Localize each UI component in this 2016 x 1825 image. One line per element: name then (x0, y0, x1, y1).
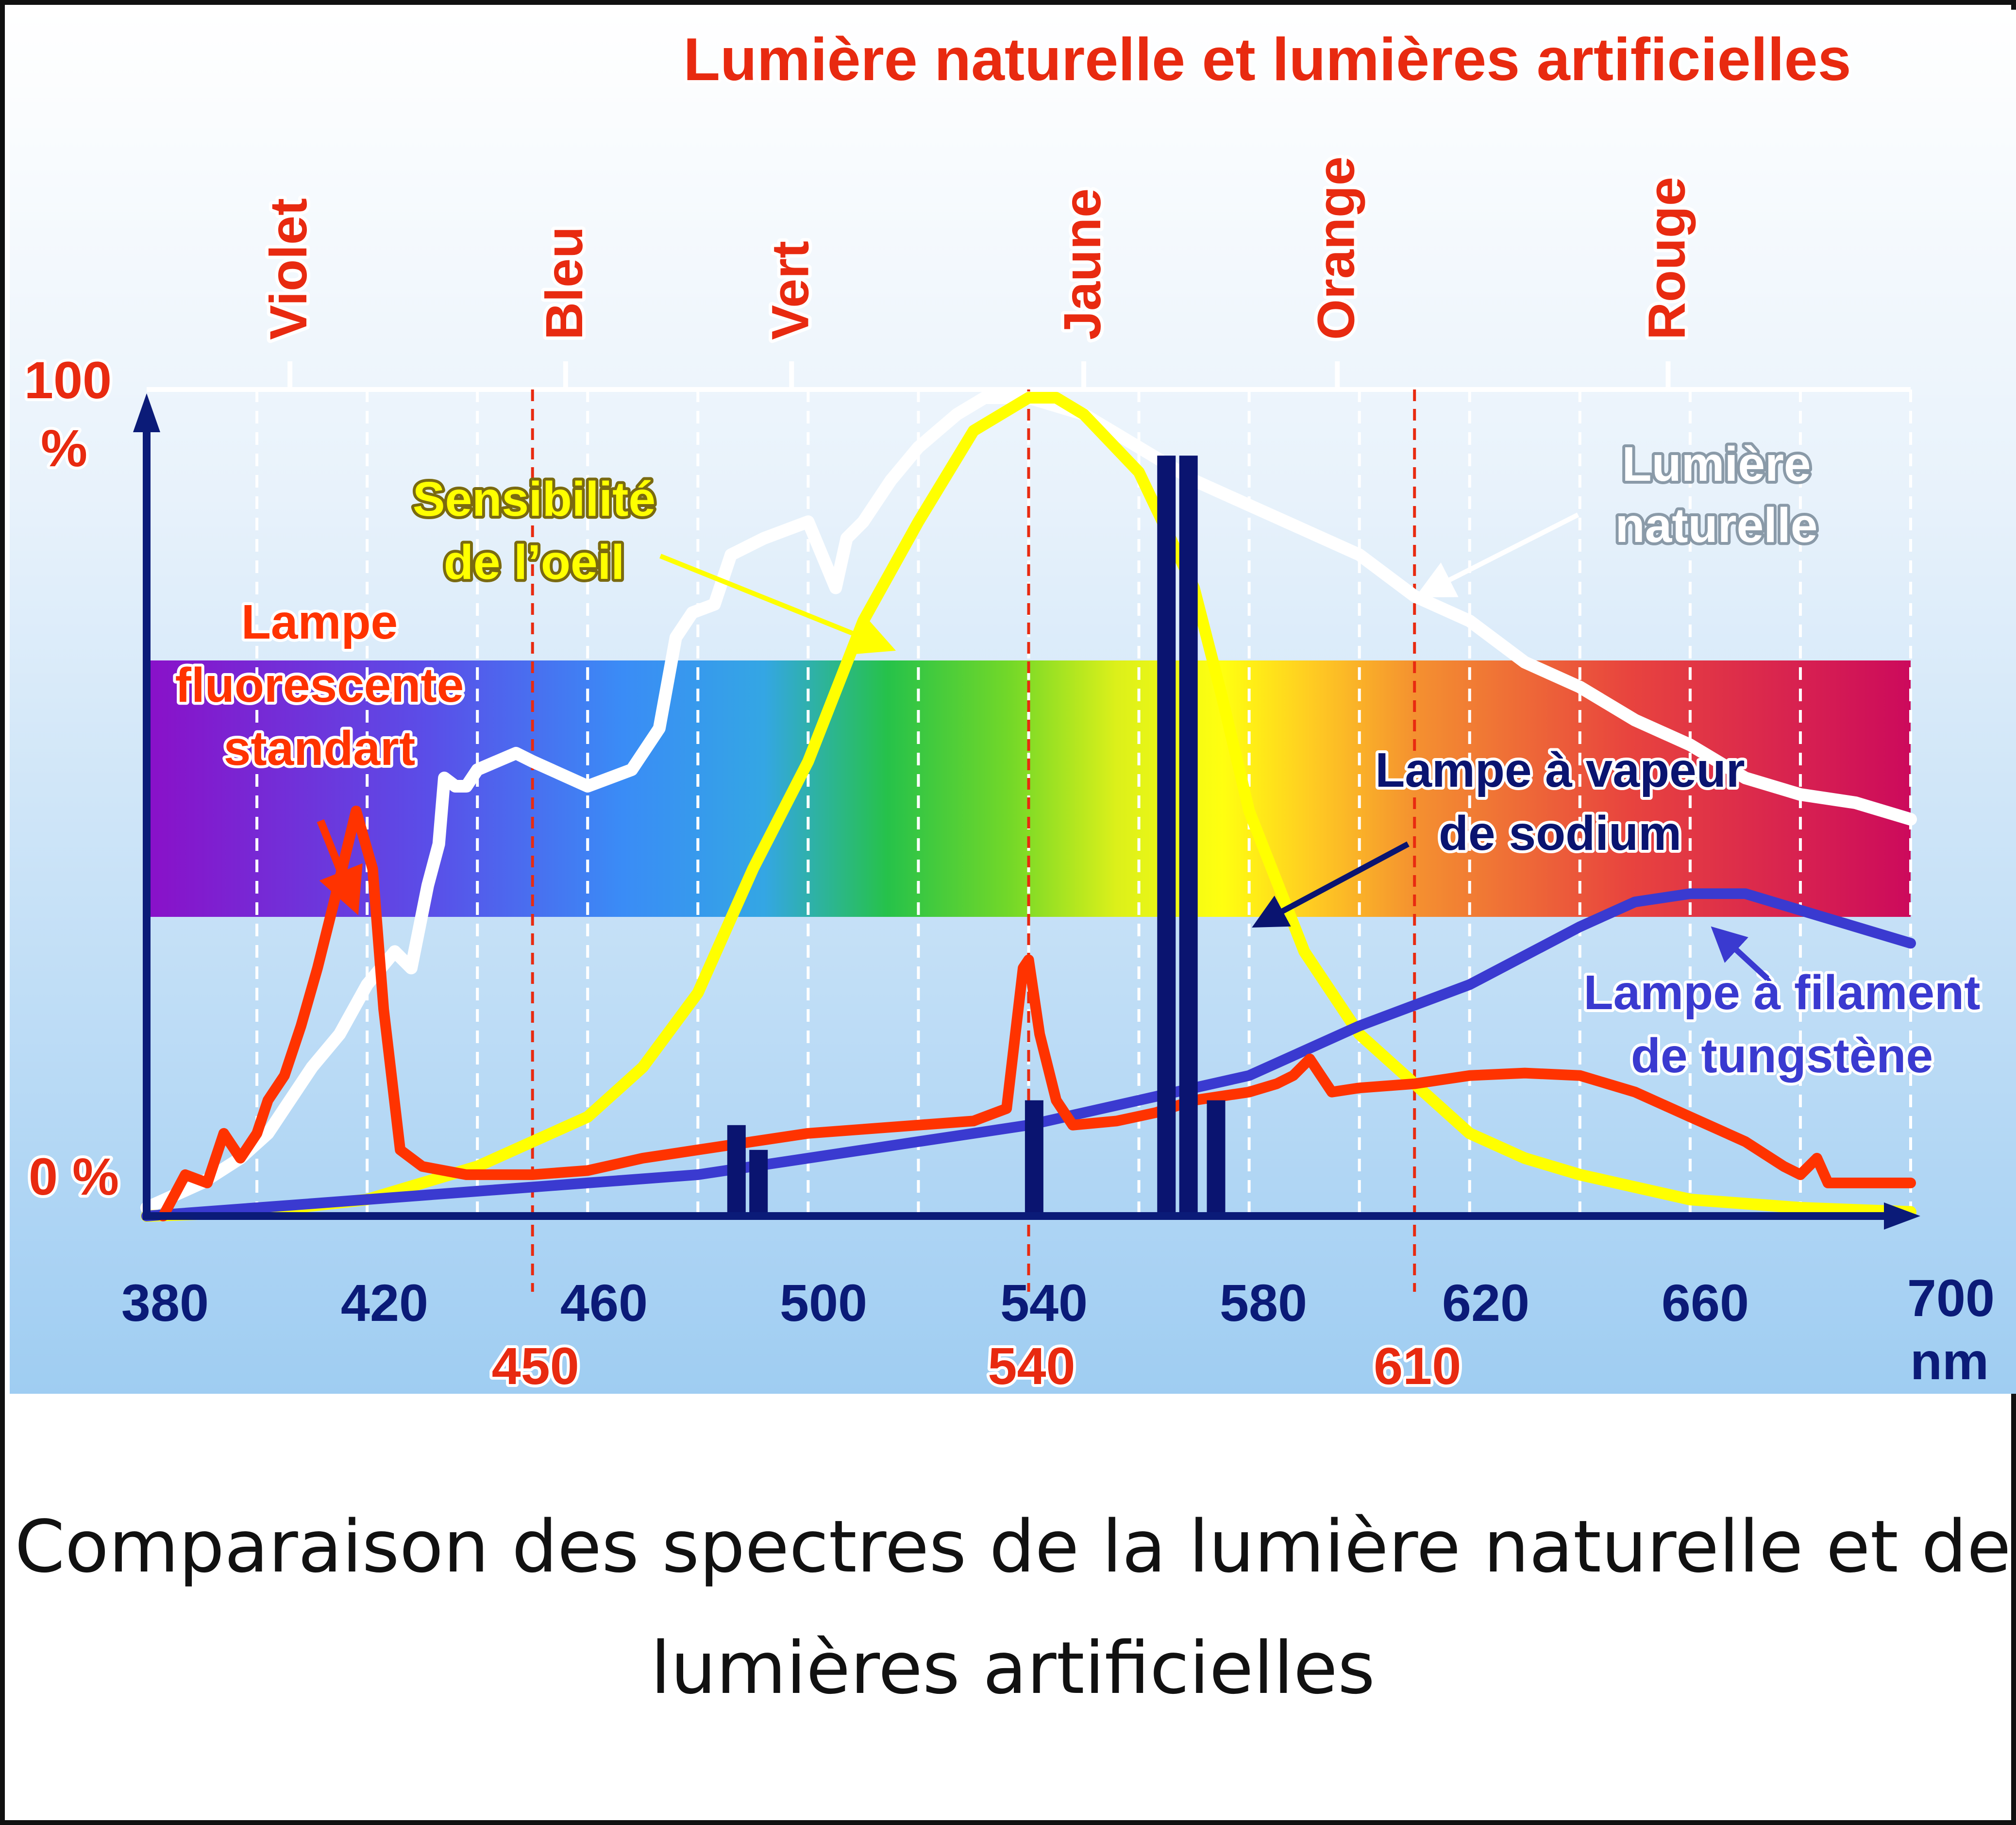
sodium-emission-bar (1157, 456, 1176, 1217)
y-tick-unit-top: % (41, 419, 87, 477)
sodium-emission-bar (1207, 1100, 1226, 1216)
fluorescent-lamp-arrow (317, 819, 363, 915)
x-tick-label: 500 (780, 1273, 867, 1332)
tungsten-lamp-arrow (1711, 926, 1770, 981)
x-tick-label: 380 (121, 1273, 209, 1332)
color-name-label: Jaune (1053, 188, 1111, 340)
sodium-lamp-label: de sodium (1439, 806, 1681, 861)
fluorescent-lamp-label: Lampe (241, 595, 398, 649)
daylight-label: naturelle (1615, 498, 1818, 553)
x-unit-label: nm (1910, 1332, 1989, 1390)
sodium-emission-bar (1179, 456, 1198, 1217)
color-name-label: Rouge (1637, 177, 1696, 340)
caption-line-1: Comparaison des spectres de la lumière n… (15, 1505, 2011, 1588)
eye-sensitivity-line (141, 392, 1916, 1222)
figure-caption: Comparaison des spectres de la lumière n… (10, 1394, 2016, 1821)
x-axis-arrow (1884, 1202, 1920, 1230)
sodium-emission-bar (727, 1125, 746, 1216)
color-name-label: Violet (259, 198, 318, 340)
boundary-tick-label: 610 (1374, 1336, 1461, 1394)
x-tick-label: 540 (1000, 1273, 1088, 1332)
eye-sensitivity-label: Sensibilité (413, 472, 655, 526)
caption-line-2: lumières artificielles (651, 1626, 1375, 1710)
x-tick-label: 660 (1662, 1273, 1749, 1332)
sodium-emission-bar (749, 1149, 768, 1216)
boundary-tick-label: 450 (492, 1336, 579, 1394)
tungsten-lamp-label: Lampe à filament (1584, 965, 1981, 1020)
boundary-tick-label: 540 (988, 1336, 1075, 1394)
sodium-emission-bar (1025, 1100, 1043, 1216)
tungsten-lamp-label: de tungstène (1631, 1029, 1933, 1083)
daylight-line (140, 391, 1917, 1214)
color-name-label: Orange (1306, 156, 1365, 340)
daylight-label: Lumière (1622, 437, 1811, 491)
fluorescent-lamp-label: standart (224, 721, 416, 776)
color-name-label: Bleu (535, 226, 593, 340)
x-tick-label: 580 (1220, 1273, 1307, 1332)
sodium-lamp-arrow (1252, 841, 1410, 928)
chart-title: Lumière naturelle et lumières artificiel… (683, 26, 1851, 93)
eye-sensitivity-arrow (659, 554, 896, 655)
eye-sensitivity-label: de l’oeil (444, 535, 624, 590)
color-name-label: Vert (760, 241, 819, 340)
daylight-arrow (1415, 512, 1579, 598)
x-tick-label: 620 (1442, 1273, 1529, 1332)
y-tick-label-top: 100 (24, 351, 112, 409)
sodium-lamp-label: Lampe à vapeur (1375, 743, 1745, 797)
fluorescent-lamp-label: fluorescente (175, 658, 464, 712)
x-tick-label: 420 (341, 1273, 428, 1332)
x-tick-label: 460 (560, 1273, 648, 1332)
y-tick-label-bottom: 0 % (29, 1147, 119, 1206)
fluorescent-lamp-line (158, 806, 1916, 1221)
x-tick-label: 700 (1907, 1268, 1995, 1327)
y-axis-arrow (133, 393, 160, 432)
